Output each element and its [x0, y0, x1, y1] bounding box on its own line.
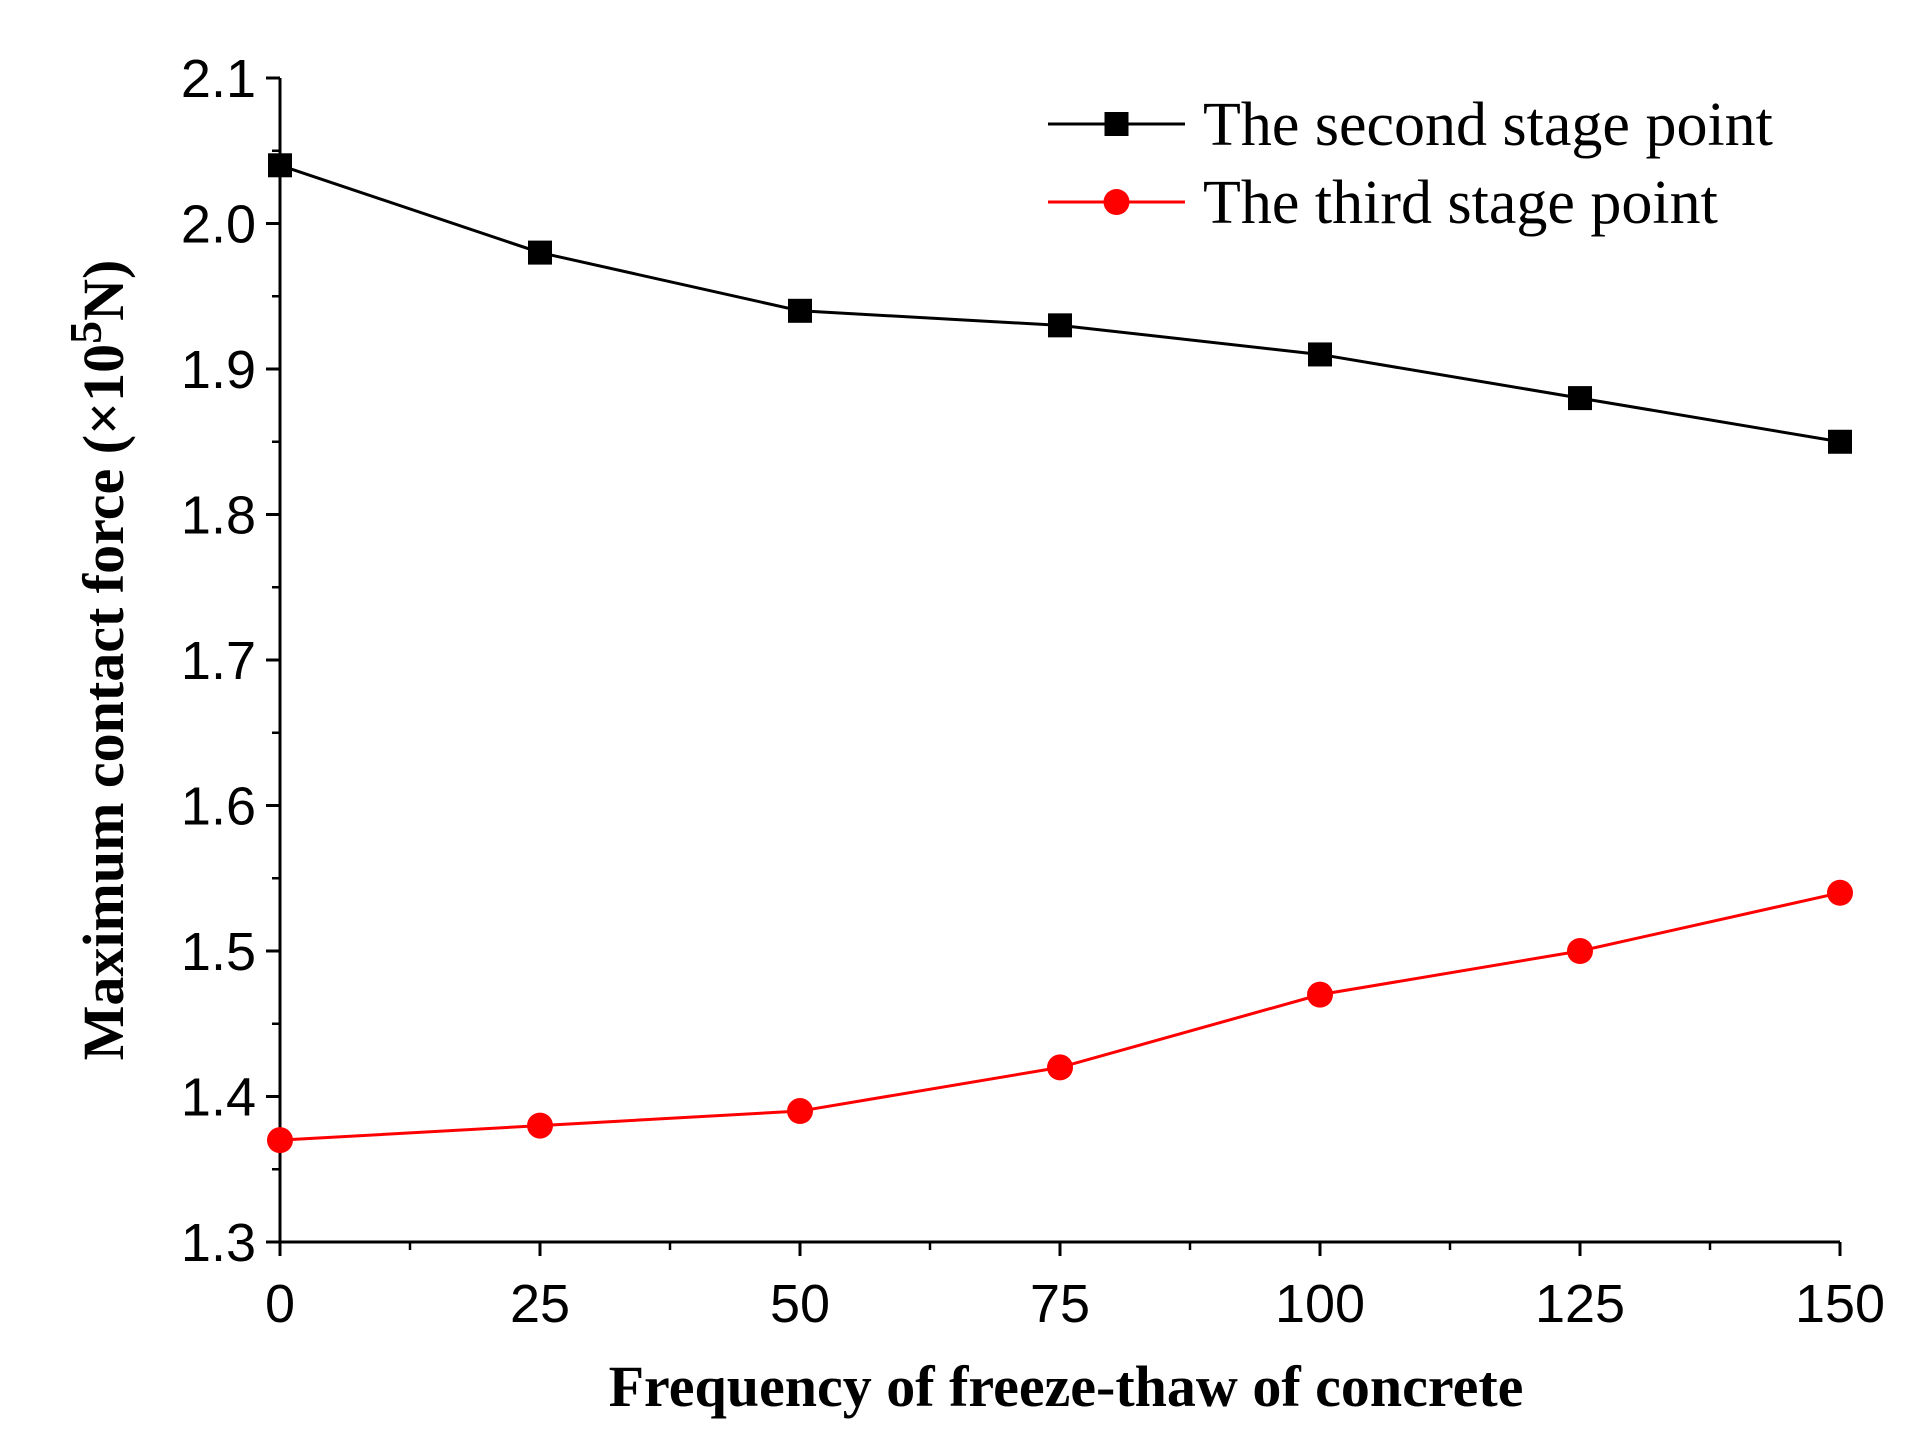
y-axis-title-suffix: N) — [71, 260, 136, 321]
y-tick-label: 1.8 — [181, 486, 256, 546]
series-group — [267, 153, 1853, 1154]
data-point-square — [528, 240, 552, 265]
x-tick-label: 150 — [1795, 1274, 1885, 1334]
ticks: 1.3 1.4 1.5 1.6 1.7 1.8 1.9 2.0 2.1 0 25 50 75 100 125… — [181, 49, 1885, 1334]
data-point-square — [268, 153, 292, 178]
x-tick-label: 100 — [1275, 1274, 1365, 1334]
y-tick-label: 1.5 — [181, 922, 256, 982]
data-point-square — [1828, 429, 1852, 454]
y-tick-label: 1.7 — [181, 631, 256, 691]
legend-marker-square — [1104, 112, 1129, 136]
y-tick-label: 1.3 — [181, 1213, 256, 1273]
data-point-square — [1308, 342, 1332, 367]
data-point-circle — [1827, 879, 1853, 906]
y-tick-label: 2.0 — [181, 195, 256, 255]
data-point-square — [788, 298, 812, 323]
data-point-circle — [1567, 938, 1593, 964]
legend-marker-circle — [1103, 189, 1130, 215]
legend-label-1: The second stage point — [1203, 91, 1773, 159]
y-axis-title: Maximum contact force (×105N) — [60, 260, 136, 1061]
x-tick-label: 75 — [1030, 1274, 1090, 1334]
data-point-square — [1568, 386, 1592, 411]
x-tick-label: 125 — [1535, 1274, 1625, 1334]
data-point-circle — [1307, 981, 1333, 1008]
data-point-circle — [527, 1112, 553, 1139]
data-point-circle — [1047, 1054, 1073, 1081]
y-tick-label: 1.6 — [181, 777, 256, 837]
y-tick-label: 1.9 — [181, 340, 256, 400]
legend: The second stage point The third stage po… — [1048, 91, 1773, 237]
y-axis-title-exponent: 5 — [60, 321, 111, 344]
x-tick-label: 25 — [510, 1274, 570, 1334]
y-tick-label: 1.4 — [181, 1068, 256, 1128]
y-axis-title-prefix: Maximum contact force (×10 — [71, 344, 136, 1060]
y-tick-label: 2.1 — [181, 49, 256, 109]
data-point-circle — [267, 1127, 293, 1154]
data-point-square — [1048, 313, 1072, 338]
x-tick-label: 50 — [770, 1274, 830, 1334]
x-tick-label: 0 — [265, 1274, 295, 1334]
legend-label-2: The third stage point — [1203, 169, 1718, 237]
x-axis-title: Frequency of freeze-thaw of concrete — [609, 1354, 1524, 1419]
data-point-circle — [787, 1098, 813, 1125]
